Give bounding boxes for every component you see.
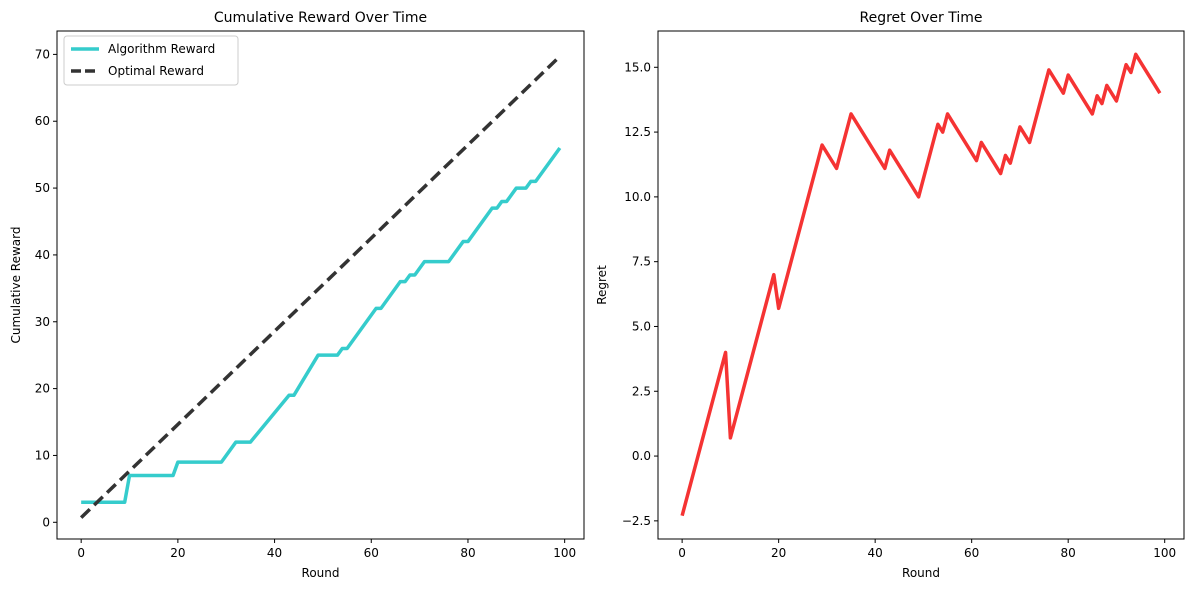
y-axis-label: Regret: [595, 265, 609, 305]
x-tick-label: 80: [460, 546, 475, 560]
y-tick-label: 30: [35, 315, 50, 329]
chart-panel-2: 0 20 40 60 80 100 −2.5 0.0 2.5 5.0 7.5 10.0 12.5 15.0…: [595, 10, 1185, 580]
y-tick-label: 40: [35, 248, 50, 262]
series-line-regret: [680, 52, 1162, 517]
y-tick-label: 10: [35, 448, 50, 462]
y-tick-label: 50: [35, 181, 50, 195]
x-tick-label: 100: [553, 546, 576, 560]
x-tick-label: 40: [868, 546, 883, 560]
legend-box: [63, 35, 239, 86]
series-line-algorithm-reward: [81, 146, 562, 504]
legend-label: Algorithm Reward: [108, 42, 215, 56]
y-tick-label: 70: [35, 47, 50, 61]
x-tick-label: 80: [1061, 546, 1076, 560]
chart-title: Cumulative Reward Over Time: [214, 10, 427, 26]
series-line-optimal-reward: [79, 55, 562, 519]
y-tick-label: 5.0: [632, 319, 651, 333]
y-tick-label: 0.0: [632, 449, 651, 463]
y-tick-label: 2.5: [632, 384, 651, 398]
chart-title: Regret Over Time: [860, 10, 983, 26]
y-tick-label: 15.0: [624, 60, 651, 74]
x-tick-label: 40: [267, 546, 282, 560]
axes-frame: [56, 30, 585, 540]
axes-frame: [657, 30, 1185, 540]
y-tick-label: 12.5: [624, 125, 651, 139]
y-axis-label: Cumulative Reward: [9, 227, 23, 344]
x-tick-label: 0: [77, 546, 85, 560]
legend-label: Optimal Reward: [108, 64, 204, 78]
y-tick-label: 0: [42, 515, 50, 529]
y-tick-label: 7.5: [632, 255, 651, 269]
y-tick-label: 10.0: [624, 190, 651, 204]
x-axis-label: Round: [902, 566, 940, 580]
y-tick-label: 20: [35, 382, 50, 396]
x-axis-label: Round: [302, 566, 340, 580]
x-tick-label: 20: [771, 546, 786, 560]
x-tick-label: 60: [964, 546, 979, 560]
y-tick-label: −2.5: [622, 514, 651, 528]
x-tick-label: 100: [1153, 546, 1176, 560]
x-tick-label: 60: [364, 546, 379, 560]
y-tick-label: 60: [35, 114, 50, 128]
x-tick-label: 20: [170, 546, 185, 560]
chart-panel-1: 0 20 40 60 80 100 0 10 20 30 40 50 60 70 Cumulative Re…: [9, 10, 585, 580]
x-tick-label: 0: [678, 546, 686, 560]
